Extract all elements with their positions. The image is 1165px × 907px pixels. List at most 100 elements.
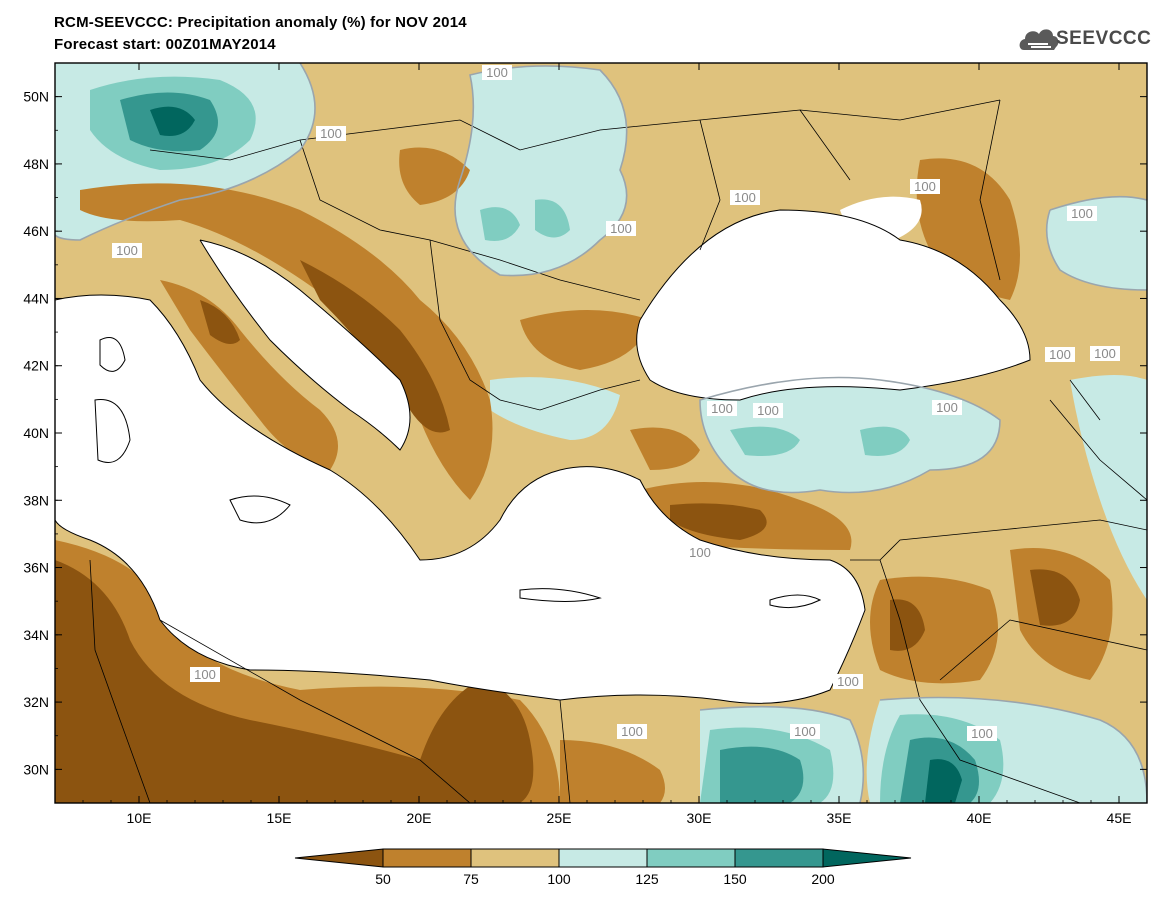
- contour-label-bg: [967, 726, 997, 741]
- legend-label: 50: [375, 871, 391, 887]
- legend-bin: [382, 848, 472, 868]
- contour-label: 100: [116, 243, 138, 258]
- field-lt50: [670, 503, 767, 540]
- x-tick-label: 45E: [1107, 810, 1132, 826]
- field-100-125: [1070, 375, 1147, 600]
- contour-100: [55, 63, 1147, 803]
- contour-label: 100: [837, 674, 859, 689]
- y-tick-label: 36N: [23, 560, 49, 576]
- x-tick-label: 35E: [827, 810, 852, 826]
- y-tick-label: 42N: [23, 358, 49, 374]
- contour-label-bg: [482, 65, 512, 80]
- field-50-75: [80, 183, 493, 501]
- contour-label-bg: [685, 545, 715, 560]
- contour-label-bg: [1067, 206, 1097, 221]
- contour-label-bg: [617, 724, 647, 739]
- legend-arrow-high: [822, 848, 912, 868]
- country-borders: [89, 99, 1147, 803]
- contour-label: 100: [936, 400, 958, 415]
- sea-mask: [636, 210, 1030, 400]
- field-125-150: [860, 426, 910, 456]
- field-125-150: [480, 207, 520, 241]
- legend-label: 125: [635, 871, 659, 887]
- sea-mask: [840, 196, 922, 245]
- legend-arrow-low: [294, 848, 384, 868]
- field-150-200: [720, 746, 804, 803]
- contour-label: 100: [1049, 347, 1071, 362]
- field-lt50: [890, 599, 925, 651]
- contour-label-bg: [1090, 346, 1120, 361]
- contour-label-bg: [833, 674, 863, 689]
- field-50-75: [520, 310, 650, 370]
- field-gt200: [925, 759, 962, 803]
- field-50-75: [870, 576, 998, 684]
- contour-label: 100: [1071, 206, 1093, 221]
- field-50-75: [160, 280, 338, 470]
- anomaly-field: [55, 63, 1147, 803]
- legend-bin: [470, 848, 560, 868]
- field-lt50: [200, 300, 240, 344]
- y-tick-label: 34N: [23, 627, 49, 643]
- field-50-75: [399, 147, 470, 205]
- field-125-150: [730, 426, 800, 456]
- logo-text: SEEVCCC: [1056, 28, 1152, 49]
- y-axis: 50N 48N 46N 44N 42N 40N 38N 36N 34N 32N 30N: [23, 62, 1147, 804]
- field-lt50: [300, 260, 450, 433]
- forecast-start-label: Forecast start: 00Z01MAY2014: [54, 36, 276, 53]
- contour-label: 100: [621, 724, 643, 739]
- x-axis: 10E 15E 20E 25E 30E 35E 40E 45E: [54, 63, 1148, 826]
- cloud-icon: [1019, 29, 1059, 50]
- field-100-125: [490, 377, 620, 440]
- contour-label-bg: [730, 190, 760, 205]
- sea-mask: [200, 240, 410, 450]
- contour-label-bg: [190, 667, 220, 682]
- contour-label: 100: [610, 221, 632, 236]
- contour-label: 100: [971, 726, 993, 741]
- x-tick-label: 30E: [687, 810, 712, 826]
- legend-bin: [558, 848, 648, 868]
- coastlines: [55, 209, 1031, 704]
- contour-label: 100: [794, 724, 816, 739]
- x-tick-label: 10E: [127, 810, 152, 826]
- contour-label: 100: [757, 403, 779, 418]
- contour-label-bg: [707, 401, 737, 416]
- legend-label: 100: [547, 871, 571, 887]
- legend-label: 150: [723, 871, 747, 887]
- x-tick-label: 25E: [547, 810, 572, 826]
- contour-label: 100: [914, 179, 936, 194]
- field-50-75: [560, 740, 665, 803]
- y-tick-label: 50N: [23, 89, 49, 105]
- y-tick-label: 46N: [23, 223, 49, 239]
- field-gt200: [150, 106, 195, 136]
- colorbar-legend: 50 75 100 125 150 200: [294, 848, 912, 887]
- x-tick-label: 20E: [407, 810, 432, 826]
- contour-label: 100: [734, 190, 756, 205]
- field-lt50: [55, 560, 534, 803]
- field-50-75: [630, 427, 700, 470]
- field-125-150: [535, 199, 570, 238]
- legend-bin: [646, 848, 736, 868]
- y-tick-label: 44N: [23, 290, 49, 306]
- map-title: RCM-SEEVCCC: Precipitation anomaly (%) f…: [54, 14, 467, 31]
- contour-label: 100: [320, 126, 342, 141]
- field-lt50: [1030, 569, 1080, 626]
- contour-label-bg: [753, 403, 783, 418]
- contour-labels: 100 100 100 100 100 100 100 100 100 100 100 100 100 1…: [112, 65, 1120, 741]
- contour-label: 100: [711, 401, 733, 416]
- x-tick-label: 40E: [967, 810, 992, 826]
- contour-label-bg: [932, 400, 962, 415]
- y-tick-label: 32N: [23, 694, 49, 710]
- legend-label: 200: [811, 871, 835, 887]
- contour-label-bg: [790, 724, 820, 739]
- legend-label: 75: [463, 871, 479, 887]
- contour-label-bg: [1045, 347, 1075, 362]
- field-50-75: [916, 158, 1020, 300]
- contour-label-bg: [112, 243, 142, 258]
- sea-mask: [55, 295, 865, 704]
- contour-label-bg: [910, 179, 940, 194]
- contour-label: 100: [194, 667, 216, 682]
- contour-label: 100: [486, 65, 508, 80]
- x-tick-label: 15E: [267, 810, 292, 826]
- y-tick-label: 40N: [23, 425, 49, 441]
